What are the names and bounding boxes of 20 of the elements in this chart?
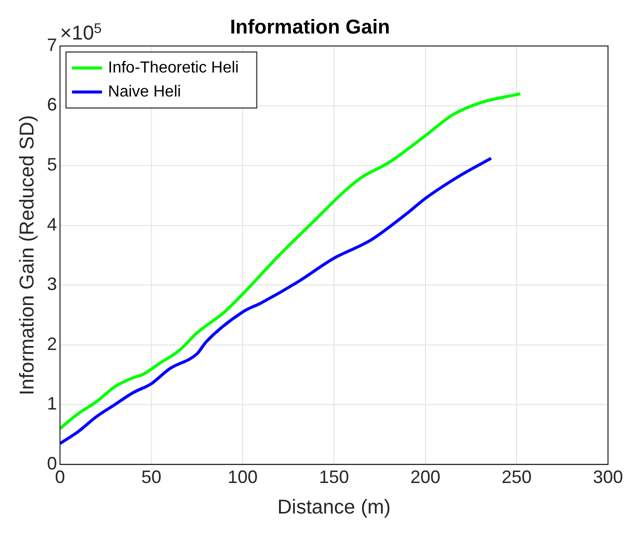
y-tick-label: 2 <box>46 334 58 354</box>
y-tick-label: 4 <box>46 214 58 234</box>
y-tick-label: 6 <box>46 94 58 115</box>
x-tick-label: 100 <box>228 467 258 488</box>
y-tick-label: 0 <box>46 453 58 474</box>
y-tick-label: 7 <box>46 34 58 55</box>
x-tick-label: 150 <box>318 467 350 488</box>
y-axis-title: Information Gain (Reduced SD) <box>16 115 39 396</box>
y-tick-label: 3 <box>46 274 58 294</box>
x-tick-label: 300 <box>592 467 624 488</box>
y-tick-label: 5 <box>46 154 58 175</box>
x-axis-title: Distance (m) <box>277 496 391 519</box>
legend-label: Naive Heli <box>108 83 181 100</box>
chart-title: Information Gain <box>230 16 390 39</box>
x-tick-label: 200 <box>410 467 440 488</box>
x-tick-label: 250 <box>502 467 532 488</box>
y-tick-label: 1 <box>46 394 58 414</box>
line-series <box>60 156 493 445</box>
x-tick-label: 50 <box>141 467 162 488</box>
legend-label: Info-Theoretic Heli <box>108 59 239 76</box>
